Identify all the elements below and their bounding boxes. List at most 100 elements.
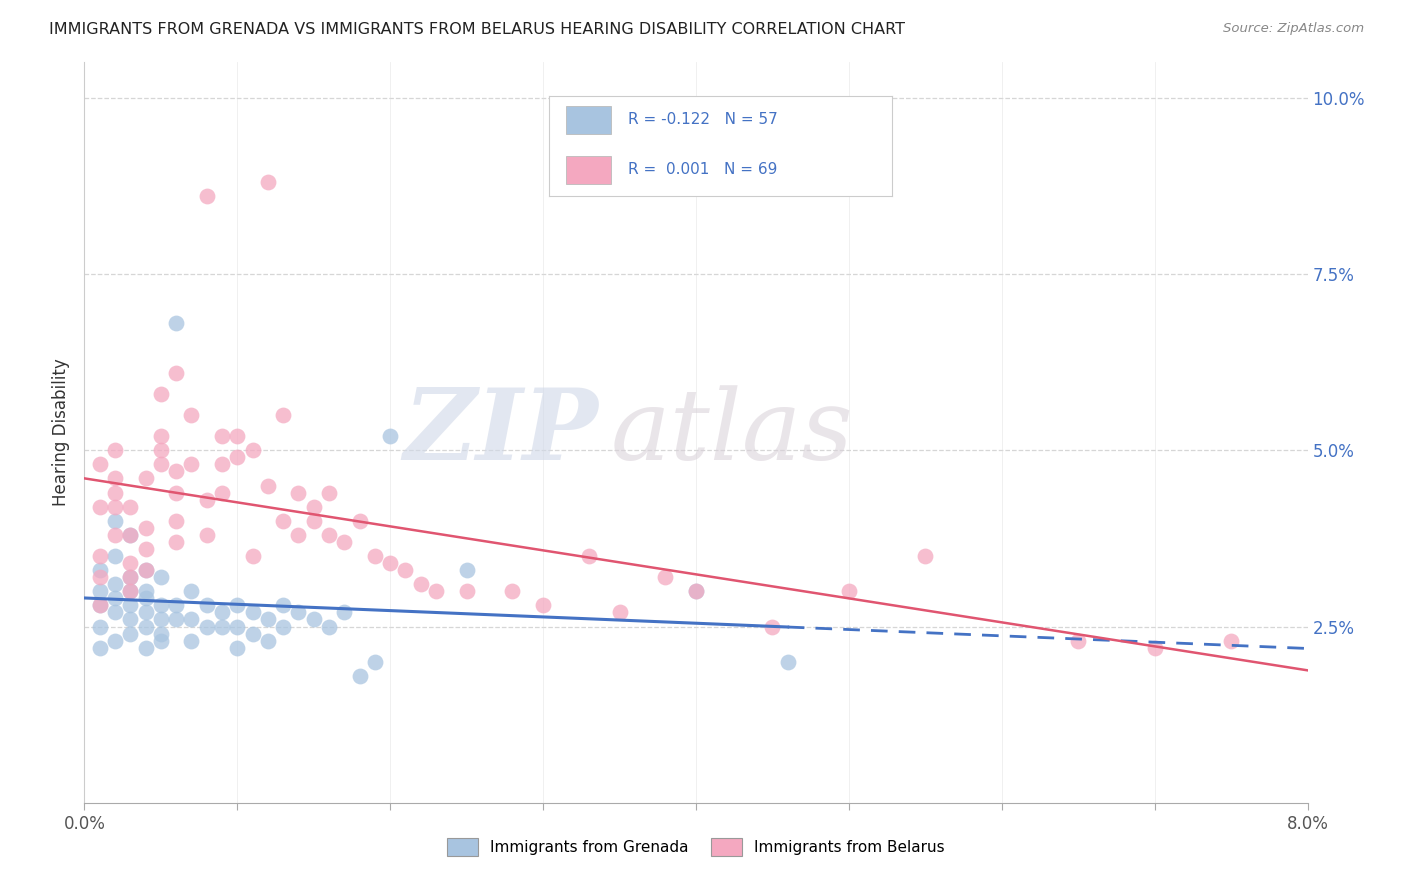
Point [211,429,233,443]
Point [242,626,264,640]
Point [211,485,233,500]
Point [257,612,280,626]
Point [149,633,172,648]
Point [89,599,111,613]
Point [654,570,676,584]
Point [165,464,187,478]
Point [89,584,111,599]
Point [149,626,172,640]
Point [120,556,142,570]
Point [149,443,172,458]
Point [287,606,309,620]
Point [149,429,172,443]
Point [761,619,783,633]
Point [165,485,187,500]
Point [149,387,172,401]
Point [104,549,127,563]
Point [195,599,218,613]
Point [1220,633,1243,648]
Point [242,549,264,563]
Point [195,189,218,203]
Point [838,584,860,599]
Point [271,599,294,613]
Point [135,521,157,535]
Point [380,556,402,570]
Point [104,633,127,648]
Point [89,549,111,563]
Text: IMMIGRANTS FROM GRENADA VS IMMIGRANTS FROM BELARUS HEARING DISABILITY CORRELATIO: IMMIGRANTS FROM GRENADA VS IMMIGRANTS FR… [49,22,905,37]
Point [226,619,249,633]
Point [1067,633,1090,648]
Point [120,500,142,514]
Point [242,606,264,620]
Point [135,471,157,485]
Point [226,429,249,443]
Point [685,584,707,599]
Point [364,655,387,669]
Point [302,514,325,528]
Point [409,577,432,591]
Point [226,450,249,465]
Point [135,619,157,633]
Point [685,584,707,599]
Point [135,541,157,556]
Point [456,584,478,599]
Point [318,528,340,542]
Point [180,584,202,599]
Point [271,514,294,528]
Point [242,443,264,458]
Point [333,535,356,549]
Point [318,619,340,633]
Point [120,599,142,613]
Point [349,514,371,528]
Text: atlas: atlas [610,385,853,480]
Point [195,528,218,542]
Point [578,549,600,563]
Point [349,669,371,683]
Point [120,570,142,584]
Point [165,366,187,380]
Text: ZIP: ZIP [404,384,598,481]
Point [364,549,387,563]
Point [271,619,294,633]
Point [135,584,157,599]
Point [425,584,447,599]
Point [318,485,340,500]
Point [287,485,309,500]
Point [135,591,157,606]
Point [135,563,157,577]
Point [914,549,936,563]
Point [380,429,402,443]
Point [89,599,111,613]
Point [271,408,294,422]
Point [104,500,127,514]
Point [89,563,111,577]
Point [104,591,127,606]
Point [195,619,218,633]
Point [257,478,280,492]
Point [135,563,157,577]
Point [211,606,233,620]
Point [104,443,127,458]
Point [104,606,127,620]
Point [531,599,554,613]
Point [180,633,202,648]
Text: Source: ZipAtlas.com: Source: ZipAtlas.com [1223,22,1364,36]
Point [609,606,631,620]
Point [149,612,172,626]
Point [287,528,309,542]
Point [211,458,233,472]
Point [89,619,111,633]
Point [120,584,142,599]
Point [180,612,202,626]
Point [149,599,172,613]
Point [333,606,356,620]
Point [149,458,172,472]
Point [302,612,325,626]
Point [257,633,280,648]
Point [226,599,249,613]
Point [104,528,127,542]
Point [89,500,111,514]
Point [180,408,202,422]
Point [120,626,142,640]
